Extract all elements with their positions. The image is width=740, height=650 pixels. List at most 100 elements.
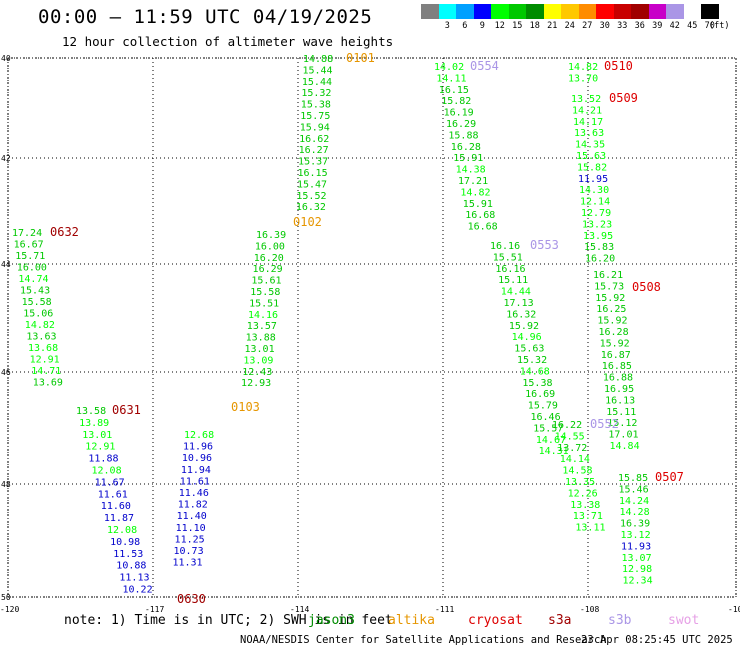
swh-value: 13.70 [568, 73, 598, 84]
swh-value: 15.92 [600, 338, 630, 349]
swh-value: 15.92 [597, 316, 627, 327]
satellite-legend-item: s3a [548, 613, 572, 628]
swh-value: 14.17 [573, 117, 603, 128]
swh-value: 13.01 [82, 430, 112, 441]
swh-value: 15.85 [618, 473, 648, 484]
swh-value: 14.02 [434, 62, 464, 73]
lon-label: -117 [145, 605, 164, 614]
lon-label: -111 [435, 605, 454, 614]
satellite-legend-item: s3b [608, 613, 632, 628]
legend-label: 42 [669, 21, 680, 31]
swh-value: 12.79 [581, 208, 611, 219]
swh-value: 10.88 [116, 561, 146, 572]
swh-value: 11.94 [181, 465, 211, 476]
pass-id-label: 0631 [112, 403, 141, 417]
swh-value: 14.96 [512, 332, 542, 343]
swh-value: 15.63 [576, 151, 606, 162]
legend-unit: (ft) [709, 21, 730, 31]
pass-id-label: 0510 [604, 59, 633, 73]
swh-value: 15.51 [493, 252, 523, 263]
footer-note: note: 1) Time is in UTC; 2) SWH is in fe… [64, 613, 393, 628]
swh-value: 12.08 [92, 466, 122, 477]
swh-value: 15.47 [297, 179, 327, 190]
legend-swatch [508, 4, 526, 19]
swh-value: 15.37 [298, 157, 328, 168]
swh-value: 14.67 [536, 435, 566, 446]
swh-value: 11.95 [578, 174, 608, 185]
swh-value: 10.22 [123, 585, 153, 596]
swh-value: 13.63 [26, 332, 56, 343]
swh-value: 11.60 [101, 501, 131, 512]
legend-swatch [473, 4, 491, 19]
swh-value: 14.16 [248, 310, 278, 321]
swh-value: 16.00 [17, 263, 47, 274]
legend-swatch [526, 4, 544, 19]
swh-value: 14.35 [575, 140, 605, 151]
legend-label: 39 [652, 21, 663, 31]
satellite-legend-item: jason3 [308, 613, 355, 628]
lon-label: -114 [290, 605, 309, 614]
swh-value: 16.20 [254, 253, 284, 264]
swh-value: 12.93 [241, 378, 271, 389]
satellite-legend-item: cryosat [468, 613, 523, 628]
legend-label: 36 [634, 21, 645, 31]
swh-value: 15.57 [533, 423, 563, 434]
swh-value: 16.39 [256, 230, 286, 241]
swh-value: 16.87 [601, 350, 631, 361]
swh-value: 15.82 [441, 96, 471, 107]
swh-value: 15.44 [302, 77, 332, 88]
swh-value: 16.15 [298, 168, 328, 179]
swh-value: 11.10 [176, 523, 206, 534]
swh-value: 13.35 [565, 477, 595, 488]
pass-id-label: 0102 [293, 215, 322, 229]
swh-value: 15.44 [302, 65, 332, 76]
swh-value: 11.88 [88, 454, 118, 465]
swh-value: 16.32 [506, 309, 536, 320]
pass-id-label: 0103 [231, 400, 260, 414]
color-legend: 3 6 9 12 15 18 21 24 27 30 33 36 39 42 45 70 (ft) [421, 4, 729, 31]
swh-value: 15.11 [498, 275, 528, 286]
swh-value: 16.27 [299, 145, 329, 156]
swh-value: 11.53 [113, 549, 143, 560]
swh-value: 13.01 [245, 344, 275, 355]
swh-value: 16.00 [255, 241, 285, 252]
swh-value: 13.63 [574, 128, 604, 139]
legend-label: 33 [617, 21, 628, 31]
swh-value: 10.73 [174, 546, 204, 557]
swh-value: 14.82 [25, 320, 55, 331]
swh-value: 16.16 [495, 264, 525, 275]
legend-swatch [438, 4, 456, 19]
swh-value: 15.63 [514, 344, 544, 355]
swh-value: 16.29 [446, 119, 476, 130]
swh-value: 17.21 [458, 176, 488, 187]
satellite-legend-item: swot [668, 613, 700, 628]
swh-value: 15.32 [517, 355, 547, 366]
legend-swatch [613, 4, 631, 19]
swh-value: 12.34 [623, 576, 653, 587]
pass-id-label: 0507 [655, 470, 684, 484]
swh-value: 15.58 [22, 297, 52, 308]
swh-value: 13.95 [583, 231, 613, 242]
legend-swatch [491, 4, 509, 19]
swh-value: 13.72 [557, 443, 587, 454]
swh-value: 15.71 [15, 251, 45, 262]
swh-value: 14.31 [539, 446, 569, 457]
legend-label: 6 [462, 21, 468, 31]
swh-value: 14.44 [501, 287, 531, 298]
swh-value: 15.11 [606, 407, 636, 418]
swh-value: 11.25 [175, 534, 205, 545]
lon-label: -108 [580, 605, 599, 614]
legend-label: 3 [444, 21, 450, 31]
swh-value: 14.21 [572, 105, 602, 116]
legend-swatch [456, 4, 474, 19]
pass-id-label: 0552 [590, 417, 619, 431]
legend-label: 15 [512, 21, 523, 31]
swh-value: 13.38 [570, 500, 600, 511]
swh-value: 16.62 [299, 134, 329, 145]
swh-value: 15.12 [607, 418, 637, 429]
legend-label: 9 [479, 21, 485, 31]
legend-label: 27 [582, 21, 593, 31]
swh-value: 14.74 [18, 274, 48, 285]
swh-value: 16.88 [603, 373, 633, 384]
swh-value: 12.91 [85, 442, 115, 453]
